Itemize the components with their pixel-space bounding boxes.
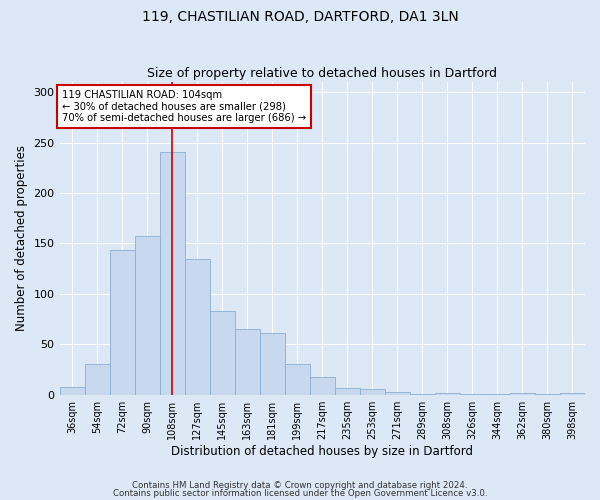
Bar — [560, 392, 585, 394]
Text: Contains public sector information licensed under the Open Government Licence v3: Contains public sector information licen… — [113, 488, 487, 498]
Bar — [235, 329, 260, 394]
Bar — [285, 364, 310, 394]
Bar — [260, 333, 285, 394]
Bar — [360, 388, 385, 394]
Bar — [510, 392, 535, 394]
Bar — [110, 250, 134, 394]
Bar — [335, 388, 360, 394]
Bar — [435, 392, 460, 394]
Y-axis label: Number of detached properties: Number of detached properties — [15, 146, 28, 332]
Bar — [59, 386, 85, 394]
Bar — [209, 311, 235, 394]
Bar — [385, 392, 410, 394]
X-axis label: Distribution of detached houses by size in Dartford: Distribution of detached houses by size … — [171, 444, 473, 458]
Bar — [160, 152, 185, 394]
Text: 119 CHASTILIAN ROAD: 104sqm
← 30% of detached houses are smaller (298)
70% of se: 119 CHASTILIAN ROAD: 104sqm ← 30% of det… — [62, 90, 306, 123]
Bar — [134, 236, 160, 394]
Text: 119, CHASTILIAN ROAD, DARTFORD, DA1 3LN: 119, CHASTILIAN ROAD, DARTFORD, DA1 3LN — [142, 10, 458, 24]
Text: Contains HM Land Registry data © Crown copyright and database right 2024.: Contains HM Land Registry data © Crown c… — [132, 481, 468, 490]
Bar — [185, 258, 209, 394]
Title: Size of property relative to detached houses in Dartford: Size of property relative to detached ho… — [147, 66, 497, 80]
Bar — [85, 364, 110, 394]
Bar — [310, 376, 335, 394]
